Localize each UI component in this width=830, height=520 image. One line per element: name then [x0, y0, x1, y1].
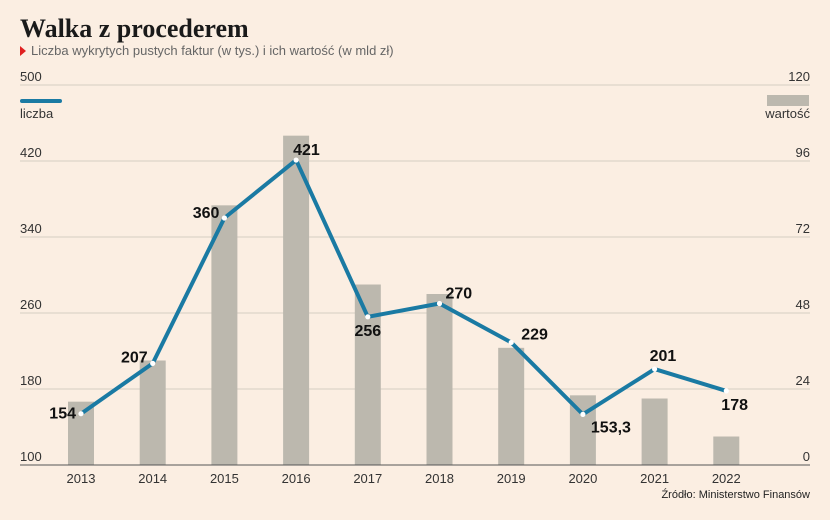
line-point	[221, 215, 227, 221]
x-axis-tick-label: 2013	[67, 471, 96, 486]
line-point	[293, 157, 299, 163]
legend-label-liczba: liczba	[20, 106, 54, 121]
bar	[713, 436, 740, 465]
left-axis-tick-label: 340	[20, 221, 42, 236]
bar	[211, 205, 238, 466]
legend-bar-swatch	[767, 95, 809, 106]
left-axis-tick-label: 180	[20, 373, 42, 388]
line-series	[78, 157, 729, 417]
x-axis-tick-label: 2014	[138, 471, 167, 486]
play-arrow-icon	[20, 45, 26, 56]
line-point	[508, 339, 514, 346]
bar	[139, 360, 166, 465]
right-axis-tick-label: 24	[796, 373, 810, 388]
right-axis-tick-label: 120	[788, 69, 810, 84]
axis-labels: 100 180 260 340 420 500 0 24 48 72 96 120 2013 2014 20…	[20, 69, 810, 486]
x-axis-tick-label: 2021	[640, 471, 669, 486]
data-label: 154	[49, 406, 76, 423]
x-axis-tick-label: 2022	[712, 471, 741, 486]
x-axis-tick-label: 2016	[282, 471, 311, 486]
right-axis-tick-label: 72	[796, 221, 810, 236]
data-label: 421	[293, 142, 320, 159]
line-point	[652, 366, 658, 372]
left-axis-tick-label: 260	[20, 297, 42, 312]
data-label: 256	[354, 323, 381, 340]
line-point	[78, 411, 84, 417]
data-label: 229	[521, 326, 548, 343]
source-note: Źródło: Ministerstwo Finansów	[661, 489, 810, 501]
right-axis-tick-label: 0	[803, 449, 810, 464]
chart-subtitle: Liczba wykrytych pustych faktur (w tys.)…	[31, 43, 394, 58]
bar	[283, 135, 310, 465]
line-point	[150, 360, 156, 366]
chart-title: Walka z procederem	[20, 14, 249, 43]
x-axis-tick-label: 2019	[497, 471, 526, 486]
data-label: 270	[446, 286, 473, 303]
right-axis-tick-label: 48	[796, 297, 810, 312]
bar	[498, 347, 525, 465]
data-label: 360	[193, 205, 220, 222]
line-point	[365, 314, 371, 320]
line-point	[580, 411, 586, 417]
data-label: 201	[650, 348, 677, 365]
bar	[426, 294, 453, 465]
legend-label-wartosc: wartość	[764, 106, 810, 121]
subtitle-row: Liczba wykrytych pustych faktur (w tys.)…	[20, 43, 394, 58]
data-labels: 154 207 360 421 256 270 229 153,3 201 178	[49, 142, 748, 436]
x-axis-tick-label: 2020	[568, 471, 597, 486]
data-label: 207	[121, 349, 148, 366]
right-axis-tick-label: 96	[796, 145, 810, 160]
x-axis-tick-label: 2017	[353, 471, 382, 486]
left-axis-tick-label: 420	[20, 145, 42, 160]
data-label: 178	[721, 397, 748, 414]
x-axis-tick-label: 2015	[210, 471, 239, 486]
series-line	[79, 158, 729, 417]
line-point	[723, 388, 729, 394]
data-label: 153,3	[591, 419, 631, 436]
left-axis-tick-label: 500	[20, 69, 42, 84]
legend: liczba wartość	[20, 95, 810, 121]
x-axis-tick-label: 2018	[425, 471, 454, 486]
grid-lines	[20, 84, 810, 390]
line-point	[436, 300, 443, 307]
bar	[641, 398, 668, 465]
bar-series	[68, 135, 740, 466]
left-axis-tick-label: 100	[20, 449, 42, 464]
bar	[354, 284, 381, 465]
